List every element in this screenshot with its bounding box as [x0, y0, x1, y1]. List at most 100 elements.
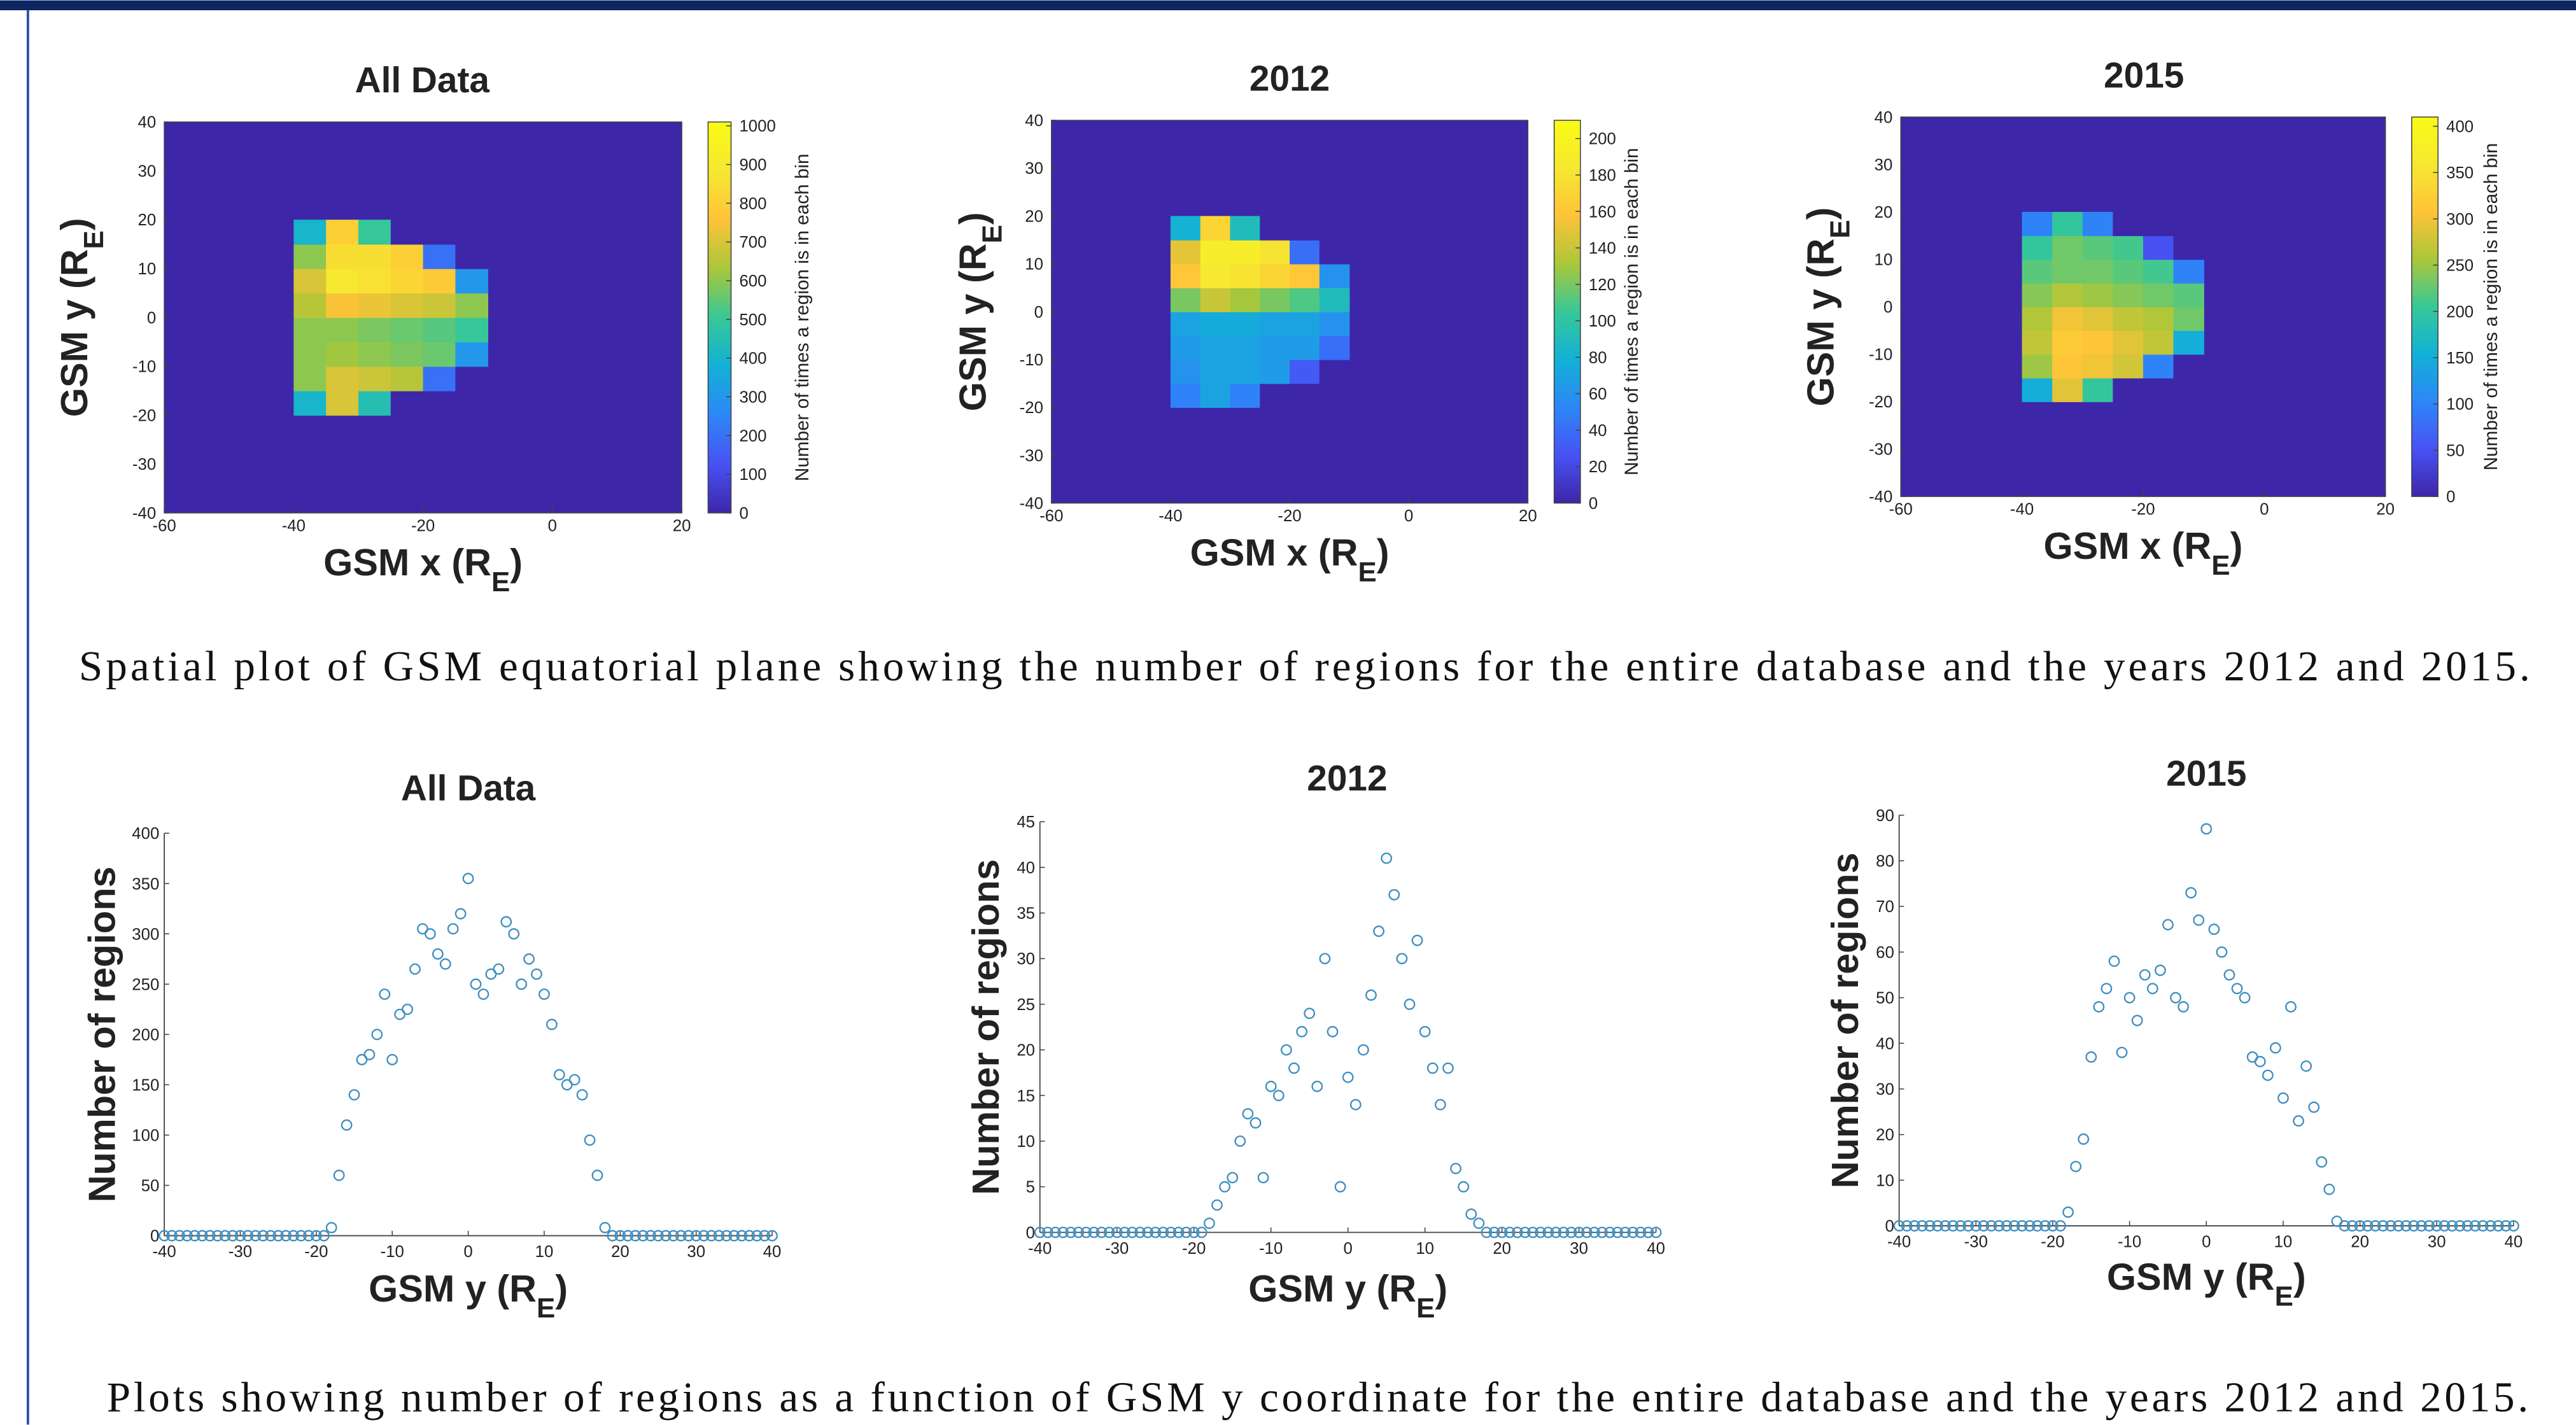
y-tick-label: 20 — [137, 211, 156, 229]
colorbar-tick-label: 400 — [2446, 118, 2474, 136]
heat-cell — [1319, 239, 1350, 265]
y-tick-label: -10 — [1869, 346, 1892, 364]
x-tick-label: 0 — [548, 517, 557, 535]
y-tick-label: 0 — [147, 309, 156, 327]
scatter-point — [705, 1230, 717, 1242]
scatter-point — [1511, 1226, 1523, 1239]
heat-cell — [1170, 288, 1201, 312]
colorbar-tick-label: 200 — [2446, 303, 2474, 321]
heat-cell — [1200, 335, 1231, 360]
scatter-point — [591, 1169, 603, 1181]
heat-cell — [1170, 263, 1201, 288]
scatter-point — [2078, 1133, 2090, 1145]
scatter-point — [1434, 1099, 1446, 1111]
colorbar-tick-label: 50 — [2446, 442, 2465, 460]
caption: Plots showing number of regions as a fun… — [107, 1373, 2528, 1421]
heat-cell — [455, 342, 489, 367]
heat-cell — [326, 244, 359, 269]
x-tick-label: 0 — [1404, 507, 1413, 525]
colorbar-tick-label: 160 — [1589, 203, 1616, 221]
scatter-point — [1962, 1220, 1974, 1232]
heat-cell — [1230, 383, 1261, 408]
scatter-point — [652, 1230, 664, 1242]
colorbar-tick-label: 100 — [2446, 396, 2474, 414]
heat-cell — [2082, 211, 2114, 236]
heat-cell — [1200, 311, 1231, 337]
scatter-point — [1227, 1172, 1239, 1184]
axis-label: GSM y (RE) — [952, 212, 1008, 411]
chart-title: All Data — [401, 769, 536, 809]
scatter-point — [2093, 1001, 2105, 1013]
heat-cell — [2113, 306, 2144, 332]
scatter-point — [1349, 1099, 1362, 1111]
y-tick-label: 40 — [1025, 112, 1043, 130]
scatter-point — [2384, 1220, 2397, 1232]
heat-cell — [423, 293, 456, 318]
scatter-point — [1503, 1226, 1516, 1239]
x-tick-label: -60 — [152, 517, 176, 535]
scatter-point — [1496, 1226, 1508, 1239]
heat-cell — [2143, 354, 2174, 379]
y-tick-label: -40 — [1020, 495, 1043, 512]
heat-cell — [455, 366, 489, 391]
scatter-point — [371, 1028, 383, 1041]
heat-cell — [1260, 311, 1290, 337]
scatter-point — [1272, 1090, 1284, 1102]
heat-cell — [390, 268, 424, 294]
scatter-point — [2200, 823, 2213, 835]
scatter-point — [1327, 1026, 1339, 1037]
axis-label-sub: E — [1416, 1292, 1435, 1323]
scatter-point — [1993, 1220, 2005, 1232]
scatter-point — [1088, 1226, 1100, 1239]
scatter-point — [1535, 1226, 1547, 1239]
heat-cell — [1170, 359, 1201, 384]
axis-label: GSM y (RE) — [1799, 207, 1855, 407]
scatter-point — [1642, 1226, 1654, 1239]
scatter-point — [1157, 1226, 1169, 1239]
heat-cell — [2082, 354, 2114, 379]
scatter-point — [1365, 989, 1377, 1001]
scatter-point — [1955, 1220, 1967, 1232]
scatter-point — [1127, 1226, 1138, 1239]
scatter-point — [759, 1230, 771, 1242]
heat-cell — [2173, 283, 2204, 307]
x-tick-label: 20 — [2351, 1233, 2369, 1251]
y-tick-label: -40 — [1869, 488, 1892, 506]
heat-cell — [358, 220, 391, 245]
x-tick-label: -60 — [1889, 500, 1913, 518]
heat-cell — [2113, 283, 2144, 307]
heat-cell — [2022, 283, 2053, 307]
scatter-point — [1978, 1220, 1990, 1232]
y-tick-label: 10 — [1876, 1172, 1894, 1190]
scatter-point — [2408, 1220, 2419, 1232]
heat-cell — [358, 366, 391, 391]
scatter-point — [1411, 934, 1423, 946]
scatter-point — [1450, 1163, 1461, 1174]
scatter-point — [1257, 1172, 1269, 1184]
colorbar-tick-label: 150 — [2446, 349, 2474, 367]
heat-cell — [2173, 211, 2204, 236]
heat-cell — [423, 268, 456, 294]
scatter-point — [1458, 1181, 1470, 1193]
y-tick-label: 30 — [137, 162, 156, 180]
scatter-point — [1219, 1181, 1231, 1193]
scatter-point — [1195, 1226, 1207, 1239]
scatter-point — [2193, 914, 2205, 926]
scatter-point — [1304, 1007, 1316, 1020]
axis-label-part: ) — [1435, 1267, 1447, 1310]
scatter-point — [1050, 1226, 1061, 1239]
scatter-point — [2323, 1183, 2335, 1195]
heat-cell — [293, 220, 327, 245]
scatter-point — [2123, 992, 2136, 1004]
y-tick-label: -20 — [1020, 399, 1043, 417]
scatter-point — [766, 1230, 778, 1242]
scatter-point — [1080, 1226, 1092, 1239]
x-tick-label: -40 — [1887, 1233, 1911, 1251]
scatter-point — [553, 1069, 565, 1081]
y-tick-label: 100 — [132, 1127, 159, 1144]
heat-cell — [423, 366, 456, 391]
heat-cell — [1230, 216, 1261, 241]
scatter-point — [2361, 1220, 2374, 1232]
colorbar-tick-label: 600 — [739, 272, 766, 290]
heat-cell — [1290, 335, 1320, 360]
